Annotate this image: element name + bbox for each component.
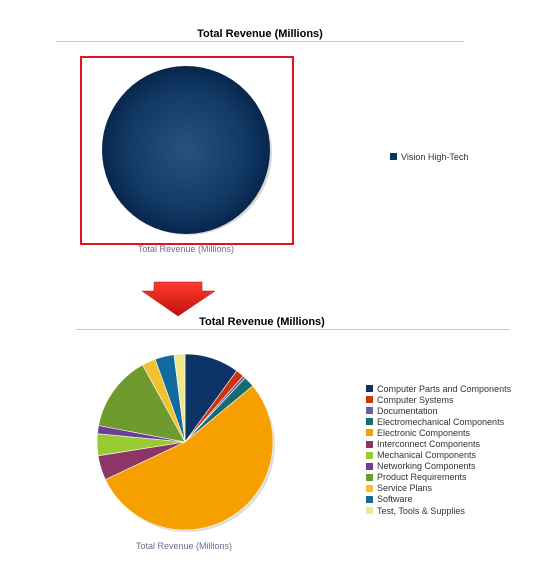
chart2-caption: Total Revenue (Millions): [135, 541, 233, 551]
legend-label: Computer Parts and Components: [377, 383, 512, 394]
chart2-slice-test-tools-and-supplies[interactable]: [173, 353, 186, 443]
legend-label: Networking Components: [377, 461, 476, 472]
chart2-title-rule: [76, 329, 510, 330]
legend-swatch: [366, 440, 373, 448]
chart1-caption: Total Revenue (Millions): [137, 244, 235, 254]
legend-swatch: [366, 429, 373, 437]
legend-label: Software: [377, 494, 413, 505]
legend-swatch: [366, 451, 373, 459]
chart2-legend-item-computer-parts-and-components[interactable]: Computer Parts and Components: [366, 383, 511, 394]
chart2-legend-item-interconnect-components[interactable]: Interconnect Components: [366, 438, 511, 449]
chart2-legend-item-test-tools-and-supplies[interactable]: Test, Tools & Supplies: [366, 505, 511, 516]
chart2-legend: Computer Parts and Components Computer Sy…: [366, 383, 511, 516]
chart1-title: Total Revenue (Millions): [197, 28, 323, 40]
down-arrow-icon: [141, 281, 216, 317]
legend-label: Electromechanical Components: [377, 416, 505, 427]
chart2-legend-item-electromechanical-components[interactable]: Electromechanical Components: [366, 416, 511, 427]
legend-label: Interconnect Components: [377, 439, 481, 450]
chart2-legend-item-documentation[interactable]: Documentation: [366, 405, 511, 416]
chart1-highlight-box: [80, 56, 294, 245]
chart2-legend-item-product-requirements[interactable]: Product Requirements: [366, 472, 511, 483]
legend-swatch: [366, 418, 373, 426]
chart2-title: Total Revenue (Millions): [199, 316, 325, 328]
chart2-slice-electronic-components[interactable]: [104, 385, 274, 531]
legend-label: Electronic Components: [377, 427, 471, 438]
chart2-legend-item-service-plans[interactable]: Service Plans: [366, 483, 511, 494]
legend-label: Service Plans: [377, 483, 433, 494]
legend-swatch: [366, 495, 373, 503]
legend-swatch: [366, 473, 373, 481]
chart1-slice-vision-high-tech[interactable]: [102, 66, 270, 234]
legend-swatch: [366, 462, 373, 470]
legend-swatch: [366, 396, 373, 404]
legend-label: Vision High-Tech: [401, 151, 469, 162]
chart2-legend-item-mechanical-components[interactable]: Mechanical Components: [366, 450, 511, 461]
chart1-title-rule: [56, 41, 464, 42]
chart2-slice-product-requirements[interactable]: [98, 364, 186, 443]
legend-label: Documentation: [377, 405, 438, 416]
legend-swatch: [366, 407, 373, 415]
legend-label: Product Requirements: [377, 472, 467, 483]
legend-swatch: [390, 153, 397, 161]
legend-swatch: [366, 484, 373, 492]
legend-label: Test, Tools & Supplies: [377, 505, 465, 516]
legend-label: Computer Systems: [377, 394, 454, 405]
chart2-legend-item-computer-systems[interactable]: Computer Systems: [366, 394, 511, 405]
legend-swatch: [366, 507, 373, 515]
chart2-legend-item-networking-components[interactable]: Networking Components: [366, 461, 511, 472]
chart2-legend-item-electronic-components[interactable]: Electronic Components: [366, 427, 511, 438]
chart2-legend-item-software[interactable]: Software: [366, 494, 511, 505]
chart1-legend: Vision High-Tech: [390, 151, 468, 162]
legend-swatch: [366, 385, 373, 393]
chart1-legend-item-vision-high-tech[interactable]: Vision High-Tech: [390, 151, 468, 162]
legend-label: Mechanical Components: [377, 450, 477, 461]
